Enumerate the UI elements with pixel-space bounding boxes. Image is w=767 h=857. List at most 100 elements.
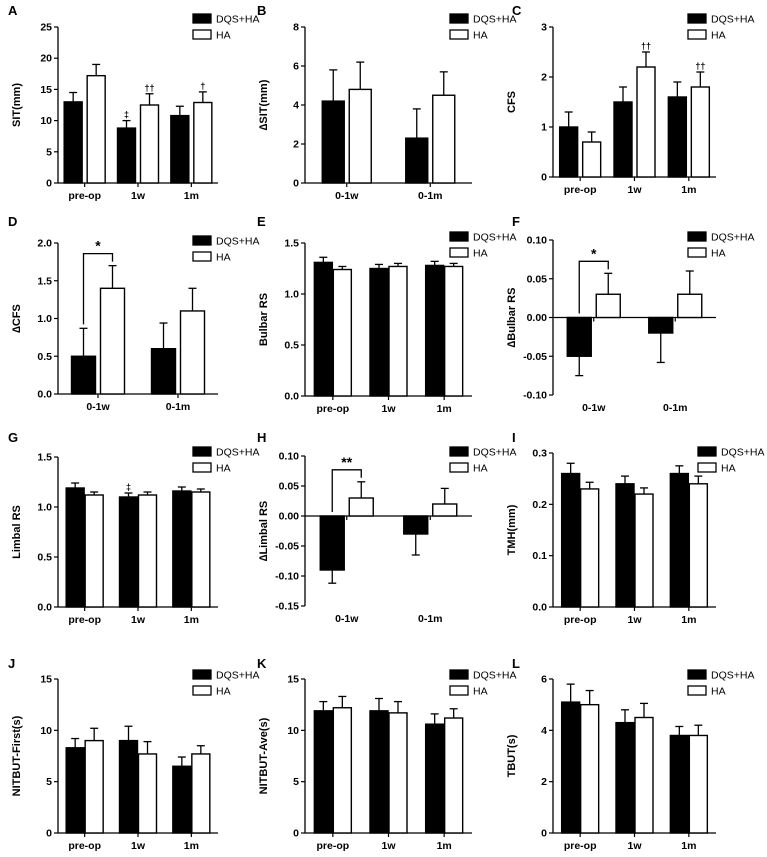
- significance-stars: *: [591, 245, 597, 261]
- y-tick-label: 10: [40, 115, 52, 127]
- bar-dqs-ha: [615, 721, 635, 834]
- legend-label: DQS+HA: [711, 670, 754, 682]
- bar-ha: [137, 494, 158, 608]
- panel-letter: J: [8, 656, 15, 671]
- legend-label: DQS+HA: [216, 14, 259, 26]
- y-tick-label: 8: [293, 22, 299, 34]
- bar-dqs-ha: [566, 316, 592, 357]
- chart-panel-c: C 0 1 2 3 CFS pre-op 1w †† 1m †† DQS+HA HA: [506, 3, 754, 196]
- legend: DQS+HA HA: [449, 13, 516, 42]
- significance-stars: **: [341, 454, 352, 470]
- chart-panel-i: I 0.0 0.1 0.2 0.3 TMH(mm) pre-op 1w 1m DQS+HA HA: [506, 430, 764, 626]
- bar-ha: [677, 293, 703, 319]
- legend-swatch-dqs-ha: [449, 446, 469, 457]
- y-axis-label: Bulbar RS: [258, 293, 270, 346]
- bar-ha: [443, 265, 464, 397]
- y-tick-label: 20: [40, 53, 52, 65]
- legend-label: HA: [216, 686, 231, 698]
- chart-panel-j: J 0 5 10 15 NITBUT-First(s) pre-op 1w 1m DQS+HA HA: [8, 656, 259, 852]
- y-axis-label: ∆Bulbar RS: [506, 288, 518, 348]
- y-axis-label: SIT(mm): [11, 83, 23, 127]
- x-tick-label: 1w: [627, 184, 642, 196]
- bar-ha: [191, 491, 211, 608]
- chart-panel-a: A 0 5 10 15 20 25 SIT(mm) pre-op 1w ‡ †† 1m † DQS+HA HA: [8, 3, 259, 202]
- legend-label: HA: [473, 30, 488, 42]
- y-axis-label: ∆SIT(mm): [258, 79, 270, 130]
- y-tick-label: 1.5: [284, 238, 299, 250]
- legend-label: HA: [473, 248, 488, 260]
- x-tick-label: 1m: [184, 840, 199, 852]
- panel-letter: C: [512, 3, 522, 18]
- panel-letter: D: [8, 214, 17, 229]
- bar-ha: [432, 503, 458, 517]
- legend-swatch-ha: [687, 29, 707, 40]
- significance-mark: ‡: [124, 110, 129, 120]
- bar-dqs-ha: [403, 515, 429, 535]
- y-tick-label: 1: [541, 122, 547, 134]
- y-tick-label: 0.00: [279, 511, 300, 523]
- bar-dqs-ha: [63, 101, 83, 184]
- legend-label: HA: [473, 463, 488, 475]
- y-tick-label: 2: [541, 72, 547, 84]
- legend-label: DQS+HA: [473, 447, 516, 459]
- legend-swatch-dqs-ha: [449, 13, 469, 24]
- legend-swatch-ha: [192, 251, 212, 262]
- y-tick-label: 1.0: [37, 502, 52, 514]
- y-axis-label: CFS: [506, 91, 518, 113]
- legend-label: DQS+HA: [216, 236, 259, 248]
- x-tick-label: 0-1m: [418, 190, 443, 202]
- bar-ha: [690, 86, 711, 178]
- significance-mark: ††: [695, 61, 705, 71]
- bar-ha: [86, 74, 106, 184]
- y-tick-label: 10: [40, 725, 52, 737]
- x-tick-label: pre-op: [564, 840, 597, 852]
- bar-dqs-ha: [118, 496, 139, 608]
- bar-ha: [332, 268, 353, 397]
- y-tick-label: 1.5: [37, 275, 52, 287]
- y-tick-label: 2: [541, 776, 547, 788]
- x-tick-label: 1w: [381, 840, 396, 852]
- bar-dqs-ha: [424, 264, 445, 397]
- significance-bracket: [331, 469, 362, 512]
- x-tick-label: pre-op: [316, 403, 349, 415]
- x-tick-label: 1m: [184, 190, 199, 202]
- legend-swatch-dqs-ha: [192, 446, 212, 457]
- y-tick-label: 0.05: [527, 273, 548, 285]
- bar-dqs-ha: [560, 472, 581, 608]
- y-tick-label: 0: [293, 828, 299, 840]
- legend-label: DQS+HA: [473, 670, 516, 682]
- y-tick-label: 0.0: [37, 602, 52, 614]
- y-tick-label: 0: [541, 172, 547, 184]
- x-tick-label: 0-1m: [418, 613, 443, 625]
- y-tick-label: 6: [541, 674, 547, 686]
- legend-label: HA: [711, 686, 726, 698]
- bar-ha: [636, 66, 656, 178]
- y-tick-label: 0.2: [532, 499, 547, 511]
- x-tick-label: 0-1w: [335, 613, 359, 625]
- y-axis-label: NITBUT-Ave(s): [258, 717, 270, 794]
- significance-mark: †: [200, 81, 205, 91]
- y-tick-label: 5: [293, 776, 299, 788]
- bar-ha: [388, 265, 408, 397]
- y-tick-label: -0.10: [523, 390, 547, 402]
- legend-label: DQS+HA: [711, 232, 754, 244]
- panel-letter: A: [8, 3, 18, 18]
- y-tick-label: 25: [40, 22, 52, 34]
- bar-dqs-ha: [65, 747, 85, 834]
- legend-label: DQS+HA: [216, 447, 259, 459]
- legend-swatch-dqs-ha: [449, 669, 469, 680]
- chart-panel-g: G 0.0 0.5 1.0 1.5 Limbal RS pre-op 1w ‡ 1m DQS+HA H…: [8, 430, 259, 626]
- x-tick-label: 0-1w: [86, 401, 110, 413]
- y-tick-label: 0.3: [532, 448, 547, 460]
- legend-swatch-ha: [192, 462, 212, 473]
- x-tick-label: 1m: [437, 403, 452, 415]
- bar-ha: [579, 703, 600, 834]
- bar-ha: [581, 141, 602, 178]
- legend-swatch-ha: [449, 685, 469, 696]
- chart-panel-l: L 0 2 4 6 TBUT(s) pre-op 1w 1m DQS+HA HA: [506, 656, 754, 852]
- y-tick-label: 0.00: [527, 312, 548, 324]
- y-tick-label: 2.0: [37, 238, 52, 250]
- legend: DQS+HA HA: [687, 669, 754, 698]
- x-tick-label: 0-1w: [582, 402, 606, 414]
